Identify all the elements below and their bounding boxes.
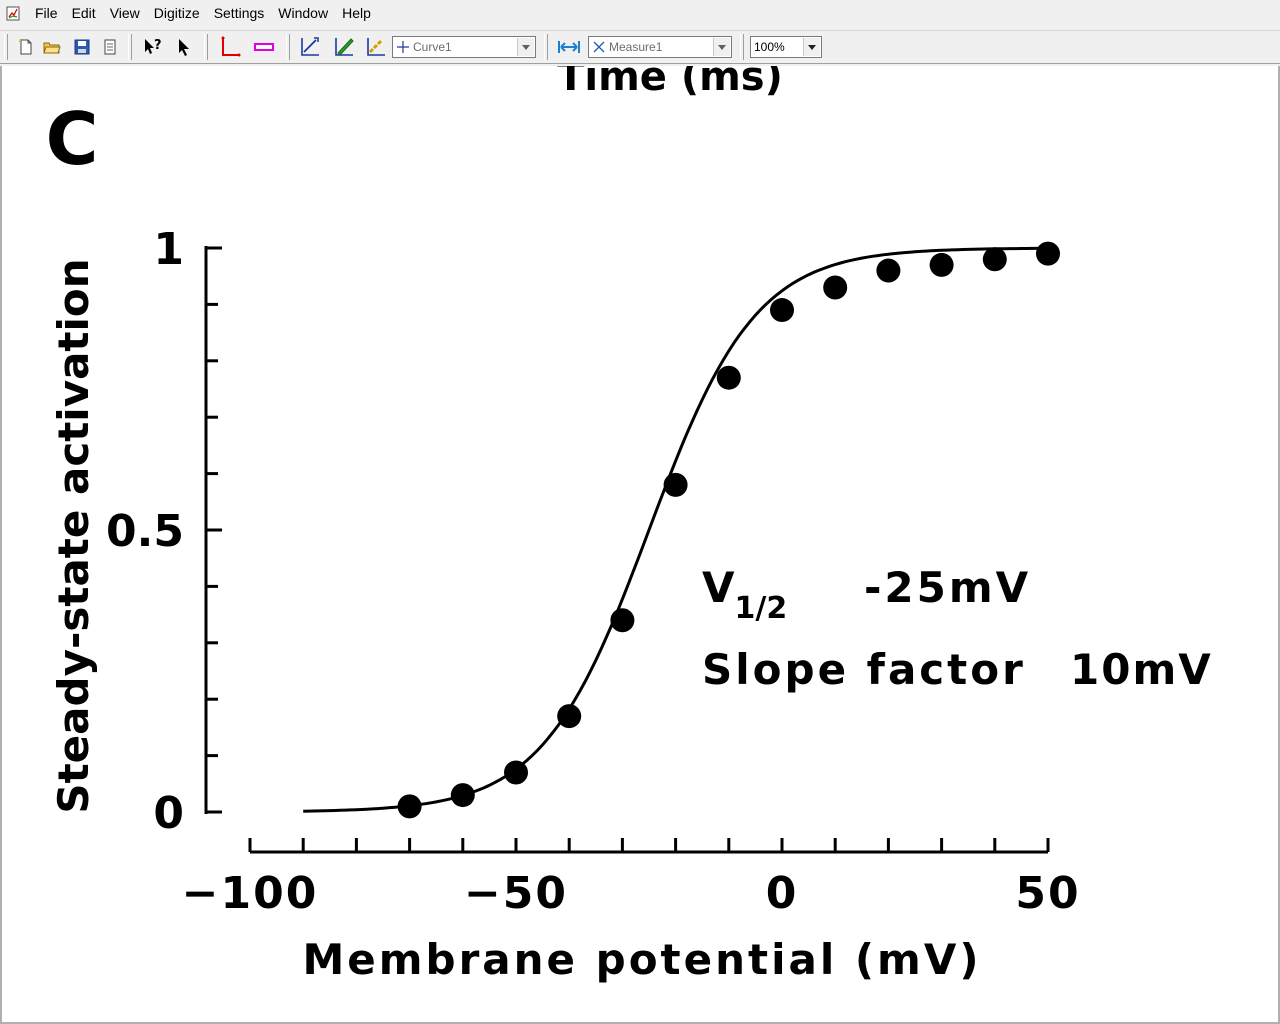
menu-view[interactable]: View [109,5,140,21]
segment-fill-icon[interactable] [330,35,358,59]
v-half-subscript: 1/2 [735,591,788,626]
menu-edit[interactable]: Edit [71,5,96,21]
y-axis: 00.51 [106,224,222,839]
data-point [450,783,475,808]
toolbar-grip[interactable] [286,34,290,60]
data-point [397,794,422,819]
toolbar-grip[interactable] [740,34,744,60]
fit-curve [303,246,1048,813]
save-disk-icon[interactable] [70,35,94,59]
measure-select-value: Measure1 [609,40,663,54]
data-point [770,298,794,323]
chevron-down-icon[interactable] [803,38,820,56]
toolbar-grip[interactable] [4,34,8,60]
menu-bar: File Edit View Digitize Settings Window … [0,0,1280,26]
y-tick-label: 0 [153,788,184,839]
chevron-down-icon[interactable] [713,38,730,56]
new-document-icon[interactable] [14,35,38,59]
y-tick-label: 1 [153,224,184,275]
menu-digitize[interactable]: Digitize [153,5,200,21]
curve-select[interactable]: Curve1 [392,36,536,58]
curve-point-icon[interactable] [296,35,324,59]
document-canvas[interactable]: Time (ms) C Steady-state activation Memb… [0,66,1280,1024]
x-axis-label: Membrane potential (mV) [302,935,981,984]
data-point [504,760,528,785]
scanned-figure[interactable]: Time (ms) C Steady-state activation Memb… [2,66,1278,1022]
app-icon [6,6,20,21]
slope-factor-label: Slope factor [702,645,1026,694]
toolbar: ? Curve1 Measure1 100% [0,30,1280,64]
data-point [876,258,901,283]
data-point [610,608,635,633]
v-half-letter: V [702,563,735,612]
data-point [982,247,1007,272]
zoom-select[interactable]: 100% [750,36,822,58]
data-point [663,472,688,497]
x-tick-label: 50 [1015,868,1080,919]
menu-settings[interactable]: Settings [213,5,265,21]
menu-file[interactable]: File [35,5,58,21]
axes-point-icon[interactable] [216,35,244,59]
toolbar-grip[interactable] [544,34,548,60]
data-point [557,704,582,729]
menu-help[interactable]: Help [342,5,371,21]
svg-text:?: ? [154,38,162,53]
data-point [929,252,954,277]
data-points [397,241,1060,819]
scale-bar-icon[interactable] [250,35,278,59]
clipped-top-label: Time (ms) [557,66,783,100]
data-point [1036,241,1060,266]
curve-select-value: Curve1 [413,40,452,54]
pointer-arrow-icon[interactable] [172,35,196,59]
toolbar-grip[interactable] [204,34,208,60]
v-half-label: V1/2 [702,563,787,626]
cross-marker-icon [397,41,409,53]
v-half-value: -25mV [864,563,1031,612]
slope-factor-value: 10mV [1070,645,1213,694]
y-tick-label: 0.5 [106,506,184,557]
menu-window[interactable]: Window [278,5,329,21]
x-marker-icon [593,41,605,53]
open-folder-icon[interactable] [40,35,64,59]
measure-icon[interactable] [554,35,584,59]
x-tick-label: 0 [766,868,799,919]
x-tick-label: −100 [182,868,319,919]
point-match-icon[interactable] [362,35,390,59]
document-properties-icon[interactable] [98,35,122,59]
chevron-down-icon[interactable] [517,38,534,56]
data-point [716,365,741,390]
toolbar-grip[interactable] [128,34,132,60]
measure-select[interactable]: Measure1 [588,36,732,58]
x-tick-label: −50 [464,868,568,919]
zoom-select-value: 100% [754,40,785,54]
y-axis-label: Steady-state activation [49,258,98,813]
panel-letter: C [46,97,99,181]
boltzmann-fit-line [303,246,1048,813]
data-point [823,275,848,300]
whats-this-icon[interactable]: ? [140,35,166,59]
x-axis: −100 −50 0 50 [182,838,1080,919]
